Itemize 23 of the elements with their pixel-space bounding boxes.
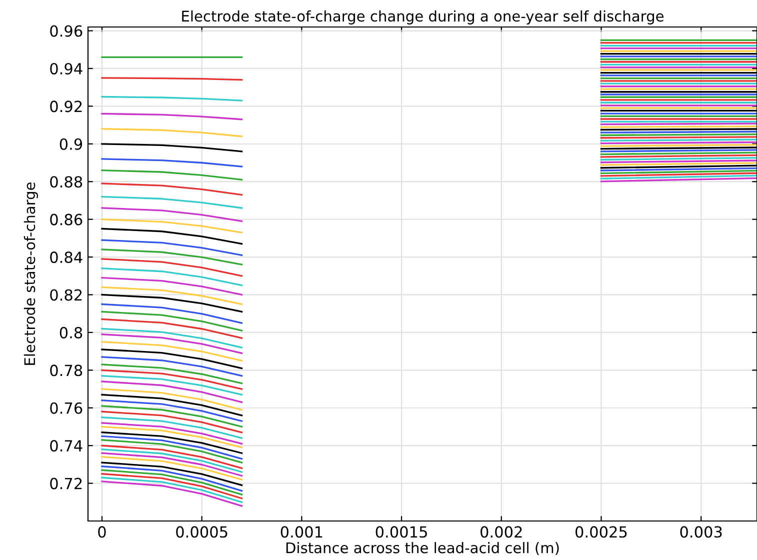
y-axis-title: Electrode state-of-charge	[24, 182, 38, 365]
y-tick-label: 0.72	[50, 478, 82, 490]
x-tick-label: 0.0005	[176, 526, 228, 538]
chart-title: Electrode state-of-charge change during a one-year self discharge	[182, 10, 664, 24]
y-tick-label: 0.94	[50, 62, 82, 75]
x-tick-label: 0	[98, 526, 106, 538]
y-tick-label: 0.92	[50, 100, 82, 112]
y-tick-label: 0.84	[50, 251, 82, 264]
x-tick-label: 0.0025	[576, 526, 627, 538]
x-tick-label: 0.002	[480, 526, 522, 538]
y-tick-label: 0.86	[50, 214, 82, 226]
x-axis-title: Distance across the lead-acid cell (m)	[286, 542, 559, 556]
y-tick-label: 0.9	[60, 138, 82, 150]
x-tick-label: 0.001	[280, 526, 322, 538]
y-tick-label: 0.74	[50, 440, 82, 452]
x-tick-label: 0.0015	[376, 526, 427, 538]
y-tick-label: 0.78	[50, 364, 82, 376]
x-tick-label: 0.003	[680, 526, 722, 538]
y-tick-label: 0.76	[50, 402, 82, 414]
y-tick-label: 0.96	[50, 25, 82, 37]
y-tick-label: 0.8	[60, 326, 82, 338]
y-tick-label: 0.82	[50, 289, 82, 301]
y-tick-label: 0.88	[50, 176, 82, 188]
